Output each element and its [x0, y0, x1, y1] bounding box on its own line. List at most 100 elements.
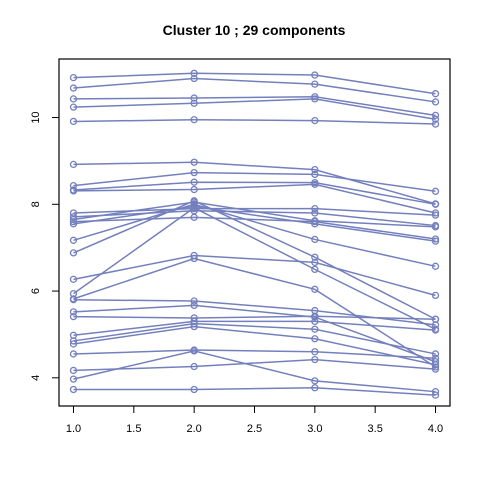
data-point: [311, 235, 319, 244]
series-line: [73, 349, 436, 360]
x-tick-label: 4.0: [428, 423, 443, 435]
data-point: [431, 98, 440, 106]
y-tick-label: 8: [30, 201, 42, 207]
data-point: [69, 296, 78, 304]
data-point: [311, 265, 319, 274]
data-point: [69, 366, 78, 375]
series-line: [73, 95, 436, 117]
data-point: [69, 213, 78, 221]
data-point: [190, 94, 198, 102]
data-point: [69, 312, 78, 321]
data-point: [311, 377, 319, 385]
series-line: [73, 72, 436, 95]
series-line: [73, 358, 436, 372]
data-point: [190, 297, 198, 305]
series-line: [73, 183, 436, 214]
data-point: [311, 93, 319, 101]
data-point: [431, 115, 440, 123]
series-line: [73, 201, 436, 228]
data-point: [311, 180, 319, 189]
data-point: [311, 335, 319, 343]
data-point: [311, 325, 319, 333]
data-point: [190, 185, 198, 194]
series-line: [73, 304, 436, 363]
data-point: [311, 170, 319, 179]
series-line: [73, 325, 436, 366]
series-7: [69, 168, 440, 195]
y-tick-label: 4: [30, 375, 42, 381]
x-tick-label: 1.5: [126, 423, 141, 435]
data-point: [190, 197, 198, 205]
data-point: [311, 220, 319, 228]
series-line: [73, 161, 436, 205]
data-point: [190, 254, 198, 263]
data-point: [69, 236, 78, 244]
data-point: [431, 350, 440, 358]
series-16: [69, 197, 440, 323]
data-point: [431, 237, 440, 245]
series-group: [69, 69, 440, 399]
data-point: [190, 347, 198, 355]
data-point: [190, 322, 198, 331]
data-point: [311, 258, 319, 267]
series-line: [73, 171, 436, 193]
data-point: [69, 220, 78, 228]
data-point: [431, 209, 440, 217]
chart-title: Cluster 10 ; 29 components: [163, 22, 346, 38]
series-line: [73, 118, 436, 125]
data-point: [311, 317, 319, 326]
data-point: [190, 178, 198, 186]
data-point: [69, 350, 78, 358]
data-point: [190, 204, 198, 212]
x-tick-label: 2.0: [187, 423, 202, 435]
data-point: [431, 315, 440, 323]
series-line: [73, 206, 436, 330]
data-point: [69, 308, 78, 316]
series-13: [69, 213, 440, 243]
data-point: [311, 218, 319, 226]
series-line: [73, 216, 436, 240]
data-point: [190, 116, 198, 124]
data-point: [311, 285, 319, 293]
data-point: [431, 262, 440, 270]
data-point: [431, 363, 440, 371]
series-5: [69, 116, 440, 128]
data-point: [431, 365, 440, 373]
data-point: [69, 385, 78, 394]
series-20: [69, 296, 440, 329]
data-point: [190, 301, 198, 310]
data-point: [190, 317, 198, 326]
data-point: [431, 291, 440, 300]
data-point: [431, 200, 440, 208]
data-point: [69, 117, 78, 126]
x-tick-label: 3.5: [368, 423, 383, 435]
series-line: [73, 181, 436, 206]
data-point: [311, 116, 319, 125]
series-line: [73, 350, 436, 393]
series-line: [73, 254, 436, 297]
series-line: [73, 205, 436, 242]
series-24: [69, 319, 440, 358]
series-3: [69, 93, 440, 120]
data-point: [311, 71, 319, 79]
series-line: [73, 387, 436, 396]
data-point: [69, 249, 78, 257]
series-23: [69, 317, 440, 339]
series-line: [73, 320, 436, 337]
data-point: [190, 213, 198, 221]
data-point: [69, 84, 78, 92]
data-point: [431, 391, 440, 399]
data-point: [190, 74, 198, 83]
series-line: [73, 77, 436, 103]
series-12: [69, 198, 440, 231]
data-point: [69, 218, 78, 226]
series-25: [69, 322, 440, 369]
series-1: [69, 69, 440, 98]
series-27: [69, 355, 440, 375]
data-point: [311, 253, 319, 261]
series-26: [69, 346, 440, 362]
data-point: [190, 385, 198, 394]
data-point: [311, 209, 319, 217]
data-point: [69, 160, 78, 169]
data-point: [69, 340, 78, 348]
